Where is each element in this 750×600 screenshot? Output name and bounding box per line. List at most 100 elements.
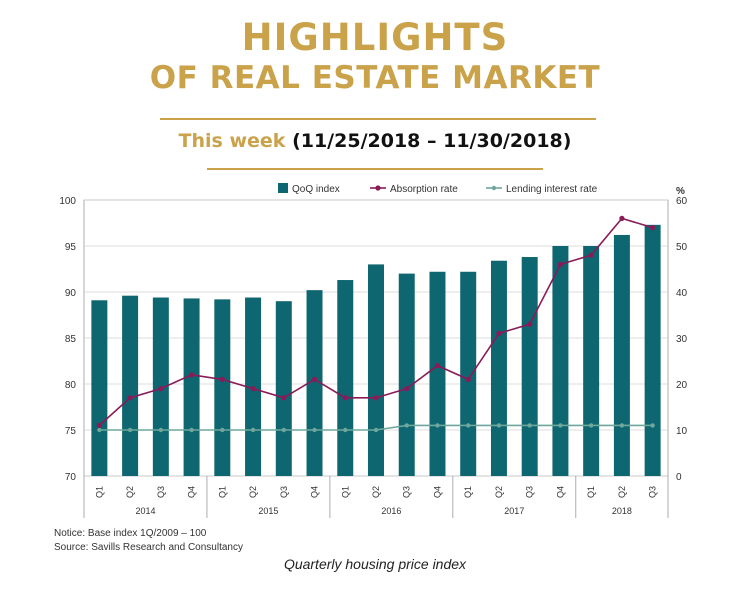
bar-qoq-index [398,273,415,476]
x-tick-label: Q3 [525,486,535,498]
x-tick-label: Q2 [125,486,135,498]
y-right-tick-label: 40 [676,288,688,299]
chart-caption: Quarterly housing price index [283,556,467,572]
x-tick-label: Q3 [402,486,412,498]
y-left-tick-label: 90 [65,288,77,299]
source-text: Source: Savills Research and Consultancy [54,542,243,553]
absorption-rate-point [158,386,164,392]
lending-rate-point [312,427,317,433]
absorption-rate-point [496,330,502,336]
absorption-rate-point [127,395,133,401]
x-tick-label: Q3 [648,486,658,498]
lending-rate-point [588,423,594,428]
x-tick-label: Q4 [187,486,197,498]
year-label: 2014 [135,506,155,516]
x-tick-label: Q4 [310,486,320,498]
absorption-rate-point [311,376,318,382]
x-tick-label: Q1 [340,486,350,498]
x-tick-label: Q2 [248,486,258,498]
legend-marker-absorption [375,185,381,191]
notice-text: Notice: Base index 1Q/2009 – 100 [54,528,207,539]
bar-qoq-index [460,271,477,476]
bar-qoq-index [368,264,384,476]
absorption-rate-point [188,372,195,378]
bar-qoq-index [337,280,354,476]
bar-qoq-index [490,260,507,476]
y-left-tick-label: 80 [65,380,77,391]
bar-qoq-index [613,234,630,476]
year-label: 2015 [258,506,278,516]
lending-rate-point [281,427,286,433]
bar-qoq-index [275,301,292,476]
year-label: 2018 [612,506,632,516]
lending-rate-point [650,423,655,428]
x-tick-label: Q1 [94,486,104,498]
x-tick-label: Q2 [494,486,504,498]
absorption-rate-point [96,422,102,428]
lending-rate-point [343,427,348,433]
title-line1: HIGHLIGHTS [241,16,509,59]
x-tick-label: Q3 [156,486,166,498]
bar-qoq-index [583,246,600,476]
lending-rate-point [250,427,256,433]
x-tick-label: Q3 [279,486,289,498]
week-range: (11/25/2018 – 11/30/2018) [292,130,572,152]
x-tick-label: Q1 [463,486,473,498]
y-right-tick-label: 50 [676,242,688,253]
absorption-rate-point [281,395,287,401]
absorption-rate-point [373,395,379,401]
lending-rate-point [527,423,532,428]
y-left-tick-label: 100 [59,196,76,207]
absorption-rate-point [342,395,348,401]
y-right-tick-label: 10 [676,426,688,437]
y-left-tick-label: 85 [65,334,77,345]
lending-rate-point [435,423,440,428]
housing-price-chart: 70 75 80 85 90 95 100 0 10 20 30 40 50 60% Q1 Q2 Q3 Q4 Q1 Q… [59,183,688,518]
bar-qoq-index [644,224,661,476]
lending-rate-point [466,423,471,428]
absorption-rate-point [250,386,256,392]
legend-label-qoq: QoQ index [292,184,340,195]
week-label: This week [178,130,286,152]
absorption-rate-point [619,215,625,221]
lending-rate-point [496,423,502,428]
year-label: 2016 [381,506,401,516]
legend-swatch-qoq [278,183,288,193]
lending-rate-point [127,427,133,433]
year-label: 2017 [504,506,524,516]
absorption-rate-point [588,252,594,258]
lending-rate-point [404,423,409,428]
y-left-tick-label: 70 [65,472,77,483]
lending-rate-point [189,427,194,433]
y-right-unit-label: % [676,186,685,197]
divider-top [160,118,596,120]
lending-rate-point [619,423,625,428]
x-tick-label: Q1 [586,486,596,498]
legend-label-lending: Lending interest rate [506,184,598,195]
bar-qoq-index [183,298,200,476]
absorption-rate-point [465,376,471,382]
absorption-rate-point [219,376,225,382]
y-right-tick-label: 60 [676,196,688,207]
legend-marker-lending [491,185,497,191]
absorption-rate-point [434,363,441,369]
lending-rate-point [97,427,102,433]
lending-rate-point [558,423,563,428]
y-right-tick-label: 30 [676,334,688,345]
absorption-rate-point [650,225,656,231]
week-heading: This week (11/25/2018 – 11/30/2018) [0,130,750,152]
lending-rate-point [373,427,379,433]
x-tick-label: Q4 [555,486,565,498]
x-tick-label: Q2 [371,486,381,498]
x-tick-label: Q1 [217,486,227,498]
bar-qoq-index [91,300,108,476]
legend-label-absorption: Absorption rate [390,184,458,195]
absorption-rate-point [527,321,533,327]
bar-qoq-index [214,299,231,476]
y-right-tick-label: 0 [676,472,682,483]
y-left-tick-label: 75 [65,426,77,437]
y-left-tick-label: 95 [65,242,77,253]
lending-rate-point [220,427,225,433]
bar-qoq-index [429,271,446,476]
absorption-rate-point [404,386,410,392]
